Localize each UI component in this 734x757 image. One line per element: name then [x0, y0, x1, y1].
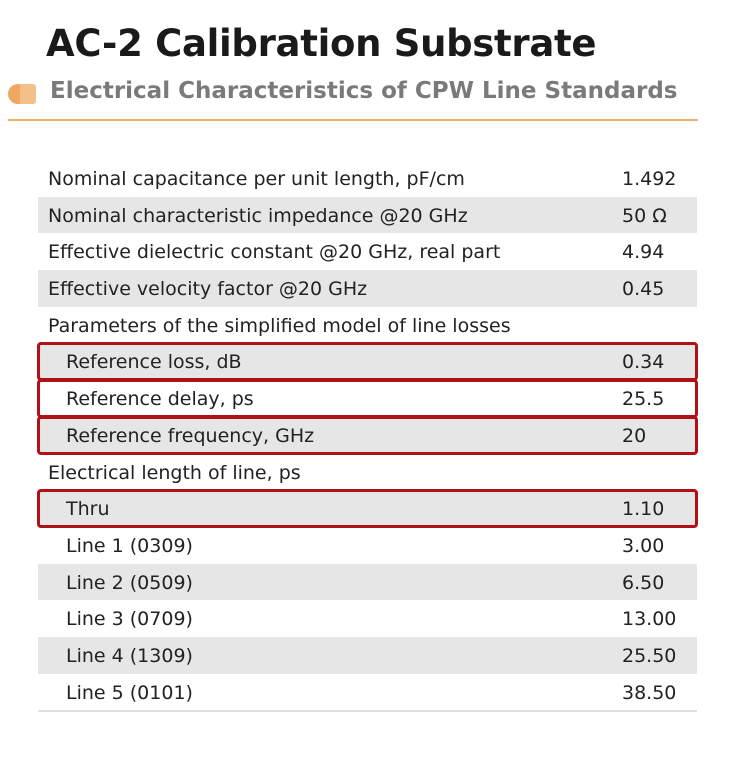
row-label: Line 4 (1309): [66, 644, 193, 667]
row-label: Line 1 (0309): [66, 534, 193, 557]
table-row: Electrical length of line, ps: [38, 454, 697, 491]
table-row: Parameters of the simplified model of li…: [38, 307, 697, 344]
table: Nominal capacitance per unit length, pF/…: [37, 160, 698, 713]
row-value: 25.5: [622, 388, 665, 411]
table-row: Nominal characteristic impedance @20 GHz…: [38, 196, 697, 234]
row-value: 0.34: [622, 351, 665, 374]
row-label: Nominal characteristic impedance @20 GHz: [48, 204, 468, 227]
table-row: Effective dielectric constant @20 GHz, r…: [38, 233, 697, 270]
row-value: 20: [622, 424, 647, 447]
row-label: Nominal capacitance per unit length, pF/…: [48, 168, 465, 190]
row-value: 6.50: [622, 571, 665, 594]
row-label: Line 5 (0101): [66, 681, 193, 704]
row-label: Line 3 (0709): [66, 608, 193, 631]
row-value: 25.50: [622, 644, 677, 667]
row-label: Reference frequency, GHz: [66, 424, 315, 447]
table-row: Reference delay, ps 25.5: [37, 379, 698, 418]
row-label: Effective dielectric constant @20 GHz, r…: [48, 241, 501, 264]
subtitle: Electrical Characteristics of CPW Line S…: [50, 78, 678, 104]
table-row: Line 5 (0101) 38.50: [38, 674, 697, 711]
table-border: [38, 710, 697, 713]
row-label: Reference delay, ps: [66, 388, 254, 411]
row-value: 0.45: [622, 278, 665, 301]
table-row: Nominal capacitance per unit length, pF/…: [38, 160, 697, 197]
row-value: 38.50: [622, 681, 677, 704]
row-value: 1.492: [622, 168, 677, 190]
row-label: Parameters of the simplified model of li…: [48, 314, 511, 337]
row-label: Line 2 (0509): [66, 571, 193, 594]
table-row: Effective velocity factor @20 GHz 0.45: [38, 270, 697, 307]
table-row: Thru 1.10: [37, 489, 698, 528]
row-value: 13.00: [622, 608, 677, 631]
row-label: Electrical length of line, ps: [48, 461, 301, 484]
table-row: Line 1 (0309) 3.00: [38, 527, 697, 564]
table-row: Line 4 (1309) 25.50: [38, 636, 697, 674]
title: AC-2 Calibration Substrate: [46, 22, 597, 65]
row-value: 4.94: [622, 241, 665, 264]
table-row: Reference loss, dB 0.34: [37, 342, 698, 382]
row-label: Effective velocity factor @20 GHz: [48, 278, 368, 301]
row-label: Thru: [66, 498, 110, 521]
divider: [8, 119, 698, 121]
table-row: Reference frequency, GHz 20: [37, 415, 698, 455]
row-value: 3.00: [622, 534, 665, 557]
table-row: Line 3 (0709) 13.00: [38, 600, 697, 637]
icon: [20, 84, 36, 104]
table-row: Line 2 (0509) 6.50: [38, 563, 697, 601]
row-value: 1.10: [622, 498, 665, 521]
row-label: Reference loss, dB: [66, 351, 242, 374]
row-value: 50 Ω: [622, 204, 667, 227]
